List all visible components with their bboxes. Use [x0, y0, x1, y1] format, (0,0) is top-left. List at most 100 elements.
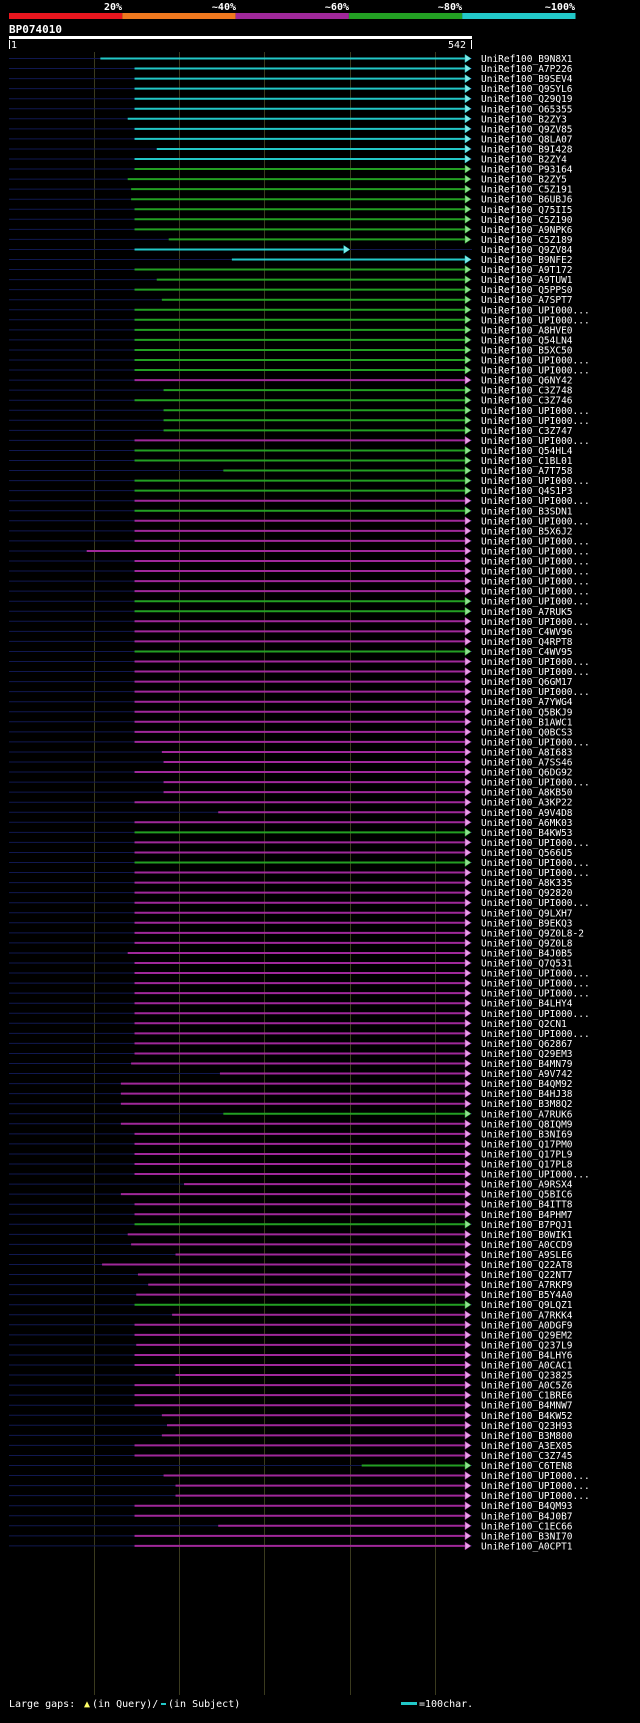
hit-label[interactable]: UniRef100_B3SDN1 [481, 506, 573, 517]
hit-label[interactable]: UniRef100_Q4RPT8 [481, 637, 573, 648]
hit-label[interactable]: UniRef100_UPI000... [481, 778, 590, 789]
hit-label[interactable]: UniRef100_A7YWG4 [481, 697, 573, 708]
hit-label[interactable]: UniRef100_UPI000... [481, 536, 590, 547]
hit-label[interactable]: UniRef100_UPI000... [481, 416, 590, 427]
hit-label[interactable]: UniRef100_Q9ZV84 [481, 245, 573, 256]
hit-label[interactable]: UniRef100_B2ZY4 [481, 155, 567, 166]
hit-label[interactable]: UniRef100_B3M8Q2 [481, 1099, 573, 1110]
hit-label[interactable]: UniRef100_UPI000... [481, 898, 590, 909]
hit-label[interactable]: UniRef100_B3NI69 [481, 1129, 573, 1140]
hit-label[interactable]: UniRef100_B3M800 [481, 1431, 573, 1442]
hit-label[interactable]: UniRef100_A8I683 [481, 747, 573, 758]
hit-label[interactable]: UniRef100_Q17PM0 [481, 1139, 573, 1150]
hit-label[interactable]: UniRef100_B9EKQ3 [481, 918, 573, 929]
hit-label[interactable]: UniRef100_C5Z191 [481, 185, 573, 196]
hit-label[interactable]: UniRef100_Q29EM3 [481, 1049, 573, 1060]
hit-label[interactable]: UniRef100_B4LHY6 [481, 1350, 573, 1361]
hit-label[interactable]: UniRef100_A6MK03 [481, 818, 573, 829]
hit-label[interactable]: UniRef100_A8KB50 [481, 788, 573, 799]
hit-label[interactable]: UniRef100_B7PQJ1 [481, 1220, 573, 1231]
hit-label[interactable]: UniRef100_Q5BKJ9 [481, 707, 573, 718]
hit-label[interactable]: UniRef100_C3Z747 [481, 426, 573, 437]
hit-label[interactable]: UniRef100_Q5BIC6 [481, 1190, 573, 1201]
hit-label[interactable]: UniRef100_P93164 [481, 165, 573, 176]
hit-label[interactable]: UniRef100_A9V742 [481, 1069, 573, 1080]
hit-label[interactable]: UniRef100_B9I428 [481, 144, 573, 155]
hit-label[interactable]: UniRef100_Q29Q19 [481, 94, 573, 105]
hit-label[interactable]: UniRef100_UPI000... [481, 1009, 590, 1020]
hit-label[interactable]: UniRef100_A7RKK4 [481, 1310, 573, 1321]
hit-label[interactable]: UniRef100_C6TEN8 [481, 1461, 573, 1472]
hit-label[interactable]: UniRef100_UPI000... [481, 969, 590, 980]
hit-label[interactable]: UniRef100_UPI000... [481, 496, 590, 507]
hit-label[interactable]: UniRef100_Q0BCS3 [481, 727, 573, 738]
hit-label[interactable]: UniRef100_Q23825 [481, 1371, 573, 1382]
hit-label[interactable]: UniRef100_B5Y4A0 [481, 1290, 573, 1301]
hit-label[interactable]: UniRef100_UPI000... [481, 516, 590, 527]
hit-label[interactable]: UniRef100_A7T758 [481, 466, 573, 477]
hit-label[interactable]: UniRef100_O65355 [481, 104, 573, 115]
hit-label[interactable]: UniRef100_UPI000... [481, 436, 590, 447]
hit-label[interactable]: UniRef100_UPI000... [481, 737, 590, 748]
hit-label[interactable]: UniRef100_UPI000... [481, 597, 590, 608]
hit-label[interactable]: UniRef100_Q75II5 [481, 205, 573, 216]
hit-label[interactable]: UniRef100_A0CCD9 [481, 1240, 573, 1251]
hit-label[interactable]: UniRef100_A8K335 [481, 878, 573, 889]
hit-label[interactable]: UniRef100_C1BL01 [481, 456, 573, 467]
hit-label[interactable]: UniRef100_C3Z748 [481, 386, 573, 397]
hit-label[interactable]: UniRef100_C5Z189 [481, 235, 573, 246]
hit-label[interactable]: UniRef100_B4MN79 [481, 1059, 573, 1070]
hit-label[interactable]: UniRef100_B4QM93 [481, 1501, 573, 1512]
hit-label[interactable]: UniRef100_Q22AT8 [481, 1260, 573, 1271]
hit-label[interactable]: UniRef100_C4WV95 [481, 647, 573, 658]
hit-label[interactable]: UniRef100_UPI000... [481, 557, 590, 568]
hit-label[interactable]: UniRef100_Q7Q531 [481, 959, 573, 970]
hit-label[interactable]: UniRef100_B4PHM7 [481, 1210, 573, 1221]
hit-label[interactable]: UniRef100_UPI000... [481, 858, 590, 869]
hit-label[interactable]: UniRef100_B4QM92 [481, 1079, 573, 1090]
hit-label[interactable]: UniRef100_A9V4D8 [481, 808, 573, 819]
hit-label[interactable]: UniRef100_UPI000... [481, 667, 590, 678]
hit-label[interactable]: UniRef100_UPI000... [481, 546, 590, 557]
hit-label[interactable]: UniRef100_A0C5Z6 [481, 1381, 573, 1392]
hit-label[interactable]: UniRef100_B4KW52 [481, 1411, 573, 1422]
hit-label[interactable]: UniRef100_C1EC66 [481, 1521, 573, 1532]
hit-label[interactable]: UniRef100_Q9Z0L8 [481, 938, 573, 949]
hit-label[interactable]: UniRef100_C3Z745 [481, 1451, 573, 1462]
hit-label[interactable]: UniRef100_Q54LN4 [481, 335, 573, 346]
hit-label[interactable]: UniRef100_B9NFE2 [481, 255, 573, 266]
hit-label[interactable]: UniRef100_B2ZY3 [481, 114, 567, 125]
hit-label[interactable]: UniRef100_Q17PL8 [481, 1160, 573, 1171]
hit-label[interactable]: UniRef100_Q2CN1 [481, 1019, 567, 1030]
hit-label[interactable]: UniRef100_Q22NT7 [481, 1270, 573, 1281]
hit-label[interactable]: UniRef100_B1AWC1 [481, 717, 573, 728]
hit-label[interactable]: UniRef100_UPI000... [481, 838, 590, 849]
hit-label[interactable]: UniRef100_C1BRE6 [481, 1391, 573, 1402]
hit-label[interactable]: UniRef100_C4WV96 [481, 627, 573, 638]
hit-label[interactable]: UniRef100_A7SPT7 [481, 295, 573, 306]
hit-label[interactable]: UniRef100_B5X6J2 [481, 526, 573, 537]
hit-label[interactable]: UniRef100_Q9ZV85 [481, 124, 573, 135]
hit-label[interactable]: UniRef100_Q17PL9 [481, 1149, 573, 1160]
hit-label[interactable]: UniRef100_UPI000... [481, 406, 590, 417]
hit-label[interactable]: UniRef100_A7RUK6 [481, 1109, 573, 1120]
hit-label[interactable]: UniRef100_UPI000... [481, 1029, 590, 1040]
hit-label[interactable]: UniRef100_UPI000... [481, 577, 590, 588]
hit-label[interactable]: UniRef100_Q9Z0L8-2 [481, 928, 584, 939]
hit-label[interactable]: UniRef100_A9T172 [481, 265, 573, 276]
hit-label[interactable]: UniRef100_UPI000... [481, 1491, 590, 1502]
hit-label[interactable]: UniRef100_Q92820 [481, 888, 573, 899]
hit-label[interactable]: UniRef100_B3NI70 [481, 1531, 573, 1542]
hit-label[interactable]: UniRef100_Q54HL4 [481, 446, 573, 457]
hit-label[interactable]: UniRef100_Q62867 [481, 1039, 573, 1050]
hit-label[interactable]: UniRef100_Q8LA07 [481, 134, 573, 145]
hit-label[interactable]: UniRef100_Q237L9 [481, 1340, 573, 1351]
hit-label[interactable]: UniRef100_B0WIK1 [481, 1230, 573, 1241]
hit-label[interactable]: UniRef100_B5XC50 [481, 345, 573, 356]
hit-label[interactable]: UniRef100_B4ITT8 [481, 1200, 573, 1211]
hit-label[interactable]: UniRef100_Q9SYL6 [481, 84, 573, 95]
hit-label[interactable]: UniRef100_B9SEV4 [481, 74, 573, 85]
hit-label[interactable]: UniRef100_B9N8X1 [481, 54, 573, 65]
hit-label[interactable]: UniRef100_Q6NY42 [481, 376, 573, 387]
hit-label[interactable]: UniRef100_C5Z190 [481, 215, 573, 226]
